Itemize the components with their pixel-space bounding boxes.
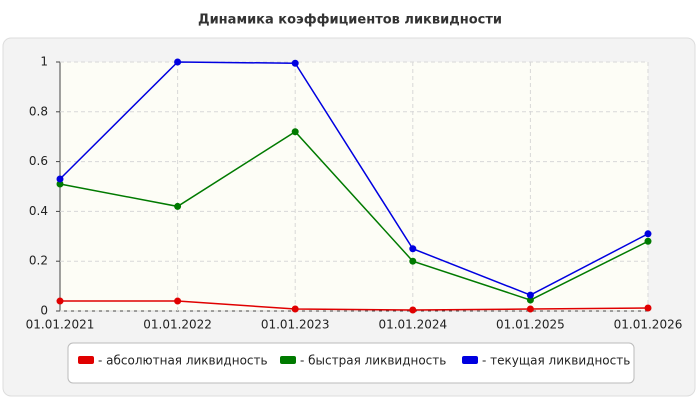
point [526,305,534,313]
point [644,230,652,238]
point [526,291,534,299]
legend-swatch [462,356,478,364]
point [174,58,182,66]
point [56,180,64,188]
y-tick-label: 0.2 [29,254,48,268]
point [56,175,64,183]
legend-label: - быстрая ликвидность [300,354,446,368]
point [174,202,182,210]
y-tick-label: 1 [40,55,48,69]
legend [67,342,635,384]
legend-label: - текущая ликвидность [482,354,630,368]
point [291,305,299,313]
legend-label: - абсолютная ликвидность [98,354,268,368]
point [409,245,417,253]
point [56,297,64,305]
point [291,128,299,136]
chart-title: Динамика коэффициентов ликвидности [198,13,502,28]
point [174,297,182,305]
x-tick-label: 01.01.2022 [143,318,212,332]
series-line [60,300,649,311]
series-line [59,130,649,301]
x-tick-label: 01.01.2026 [614,318,683,332]
series-line [59,61,649,296]
x-tick-label: 01.01.2021 [26,318,95,332]
x-tick-label: 01.01.2025 [496,318,565,332]
legend-swatch [280,356,296,364]
point [644,304,652,312]
point [526,296,534,304]
y-tick-label: 0.8 [29,104,48,118]
legend-swatch [78,356,94,364]
x-tick-label: 01.01.2024 [378,318,447,332]
point [291,59,299,67]
y-tick-label: 0 [40,304,48,318]
y-tick-label: 0.4 [29,204,48,218]
point [409,306,417,314]
y-tick-label: 0.6 [29,154,48,168]
point [644,237,652,245]
plot-area [60,62,648,311]
x-tick-label: 01.01.2023 [261,318,330,332]
point [409,257,417,265]
